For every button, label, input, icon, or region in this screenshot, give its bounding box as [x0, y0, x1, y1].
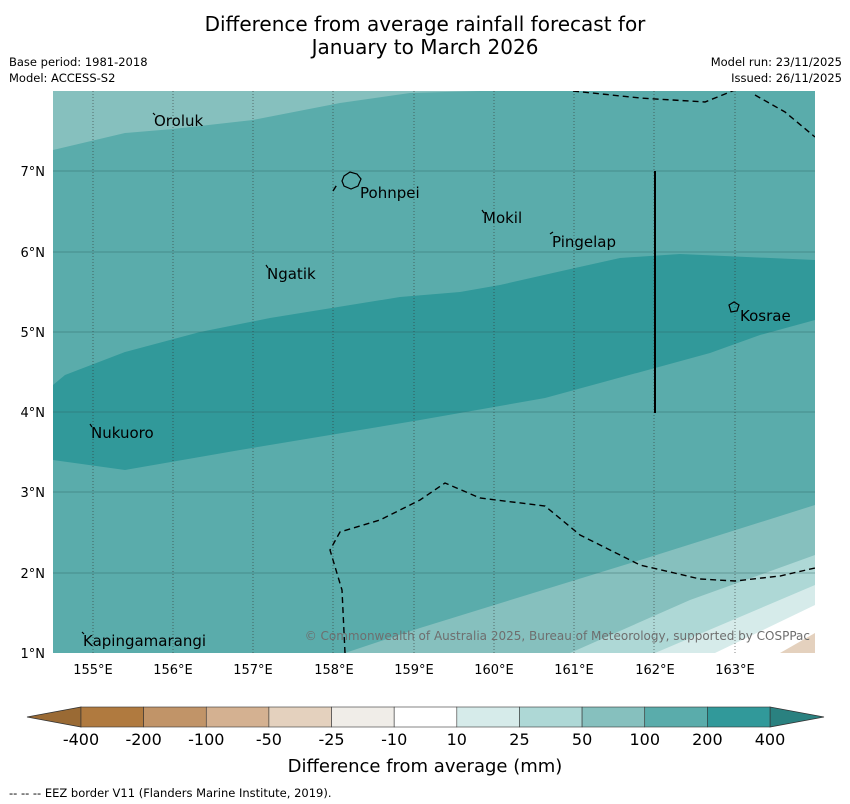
colorbar-tick-label: -400 [63, 730, 99, 749]
run-info: Model run: 23/11/2025 Issued: 26/11/2025 [711, 54, 842, 86]
lat-tick: 1°N [21, 647, 46, 662]
chart-title: Difference from average rainfall forecas… [0, 13, 850, 59]
place-pohnpei: Pohnpei [360, 184, 420, 202]
lon-tick: 162°E [635, 663, 675, 678]
lat-tick: 5°N [21, 326, 46, 341]
place-pingelap: Pingelap [552, 233, 616, 251]
colorbar-cell [143, 706, 207, 728]
colorbar-cell [519, 706, 583, 728]
colorbar-tick-label: 100 [629, 730, 660, 749]
model-info: Base period: 1981-2018 Model: ACCESS-S2 [9, 54, 148, 86]
place-nukuoro: Nukuoro [91, 424, 154, 442]
colorbar-tick-label: 50 [572, 730, 592, 749]
colorbar-cell [268, 706, 332, 728]
colorbar-tick-label: -25 [318, 730, 344, 749]
colorbar-cell [644, 706, 708, 728]
latitude-axis: 7°N 6°N 5°N 4°N 3°N 2°N 1°N [21, 165, 46, 662]
copyright-notice: © Commonwealth of Australia 2025, Bureau… [305, 629, 810, 643]
title-line-1: Difference from average rainfall forecas… [204, 12, 646, 36]
lon-tick: 158°E [314, 663, 354, 678]
lon-tick: 163°E [715, 663, 755, 678]
colorbar-tick-label: -10 [381, 730, 407, 749]
colorbar: -400 -200 -100 -50 -25 -10 10 25 50 100 200 400 Dif… [26, 706, 825, 777]
lon-tick: 155°E [73, 663, 113, 678]
colorbar-cell [80, 706, 144, 728]
issued-date: Issued: 26/11/2025 [731, 71, 842, 85]
colorbar-tick-label: -50 [256, 730, 282, 749]
colorbar-cell [581, 706, 646, 728]
latitude-gridlines [53, 170, 815, 574]
colorbar-tick-label: 25 [509, 730, 529, 749]
eez-footnote: -- -- -- EEZ border V11 (Flanders Marine… [9, 786, 332, 800]
colorbar-cell [205, 706, 270, 728]
lat-tick: 2°N [21, 567, 46, 582]
lon-tick: 161°E [554, 663, 594, 678]
place-ngatik: Ngatik [267, 265, 316, 283]
band-200-400 [53, 254, 815, 470]
pohnpei-island [341, 171, 362, 190]
band-neutral [715, 605, 815, 653]
lon-tick: 160°E [474, 663, 514, 678]
colorbar-tick-label: -200 [125, 730, 161, 749]
colorbar-underflow-arrow [26, 706, 82, 728]
place-kapingamarangi: Kapingamarangi [83, 632, 206, 650]
lat-tick: 6°N [21, 246, 46, 261]
place-mokil: Mokil [483, 209, 522, 227]
lat-tick: 4°N [21, 406, 46, 421]
eez-border [329, 91, 815, 653]
colorbar-cell [456, 706, 520, 728]
lon-tick: 156°E [153, 663, 193, 678]
colorbar-tick-label: 400 [755, 730, 786, 749]
lat-tick: 3°N [21, 486, 46, 501]
colorbar-overflow-arrow [769, 706, 825, 728]
colorbar-cell [707, 706, 771, 728]
model-name: Model: ACCESS-S2 [9, 71, 116, 85]
kosrae-island [728, 301, 740, 313]
colorbar-cell [331, 706, 395, 728]
model-run-date: Model run: 23/11/2025 [710, 55, 842, 69]
title-line-2: January to March 2026 [311, 35, 539, 59]
band-dry [780, 633, 815, 653]
atoll-markers [81, 112, 554, 635]
lon-tick: 159°E [394, 663, 434, 678]
lon-tick: 157°E [233, 663, 273, 678]
place-oroluk: Oroluk [154, 112, 203, 130]
colorbar-tick-label: -100 [188, 730, 224, 749]
rainfall-contours: Oroluk Pohnpei Mokil Pingelap Ngatik Kos… [53, 91, 815, 653]
base-period: Base period: 1981-2018 [9, 55, 148, 69]
colorbar-tick-label: 10 [447, 730, 467, 749]
colorbar-cell [393, 706, 458, 728]
place-kosrae: Kosrae [740, 307, 791, 325]
colorbar-tick-label: 200 [692, 730, 723, 749]
longitude-axis: 155°E 156°E 157°E 158°E 159°E 160°E 161°… [73, 663, 755, 678]
colorbar-title: Difference from average (mm) [288, 756, 563, 777]
band-50-100-north [53, 91, 480, 150]
lat-tick: 7°N [21, 165, 46, 180]
